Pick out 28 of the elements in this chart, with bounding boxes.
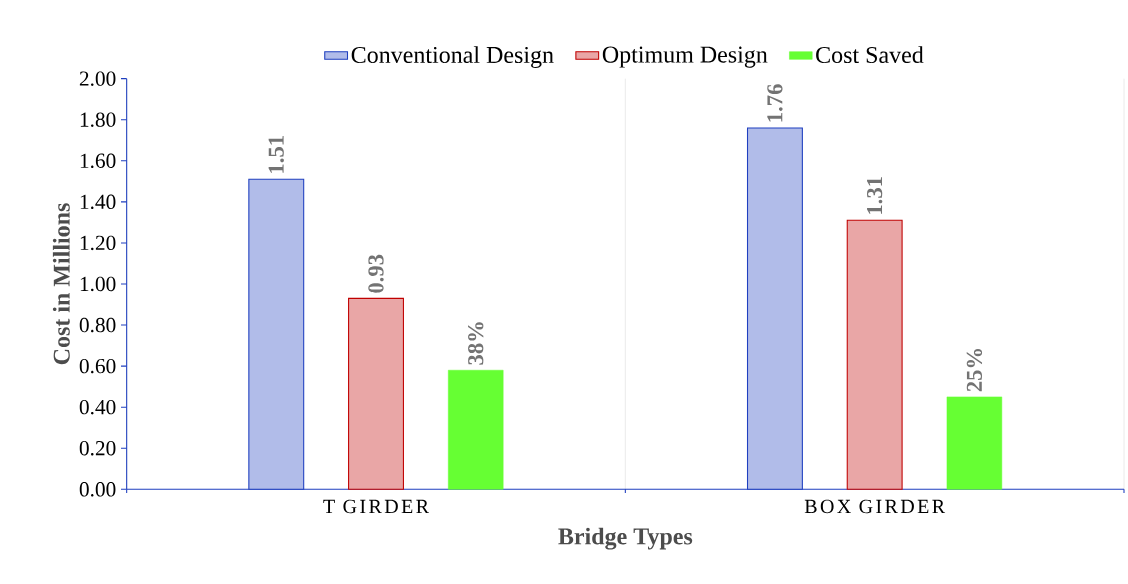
legend-label: Cost Saved (816, 46, 924, 64)
data-label: 1.31 (867, 177, 883, 214)
y-tick-label: 1.80 (80, 112, 116, 127)
y-tick-label: 2.00 (79, 71, 116, 86)
x-axis-title: Bridge Types (558, 527, 693, 550)
data-label: 1.76 (767, 84, 783, 122)
y-tick-label: 0.80 (79, 317, 116, 333)
x-tick-label: T GIRDER (323, 499, 429, 514)
legend-label: Optimum Design (602, 46, 768, 68)
y-tick-label: 1.60 (80, 153, 116, 169)
data-label: 1.51 (268, 136, 284, 173)
y-tick-label: 0.00 (79, 482, 116, 497)
annotation: 25% (966, 349, 983, 392)
annotation: 38% (468, 322, 484, 365)
data-label: 0.93 (368, 254, 384, 293)
y-tick-label: 1.40 (80, 194, 116, 210)
bar (448, 369, 504, 490)
y-axis-title: Cost in Millions (52, 203, 70, 365)
y-tick-label: 0.40 (79, 399, 116, 415)
y-tick-label: 1.00 (80, 276, 116, 292)
y-tick-label: 1.20 (80, 235, 116, 251)
bar (946, 396, 1003, 490)
bar (348, 297, 404, 490)
legend-label: Conventional Design (351, 46, 554, 69)
bar (846, 219, 903, 490)
x-tick-label: BOX GIRDER (804, 499, 946, 514)
y-tick-label: 0.60 (79, 358, 116, 374)
y-tick-label: 0.20 (79, 441, 116, 456)
